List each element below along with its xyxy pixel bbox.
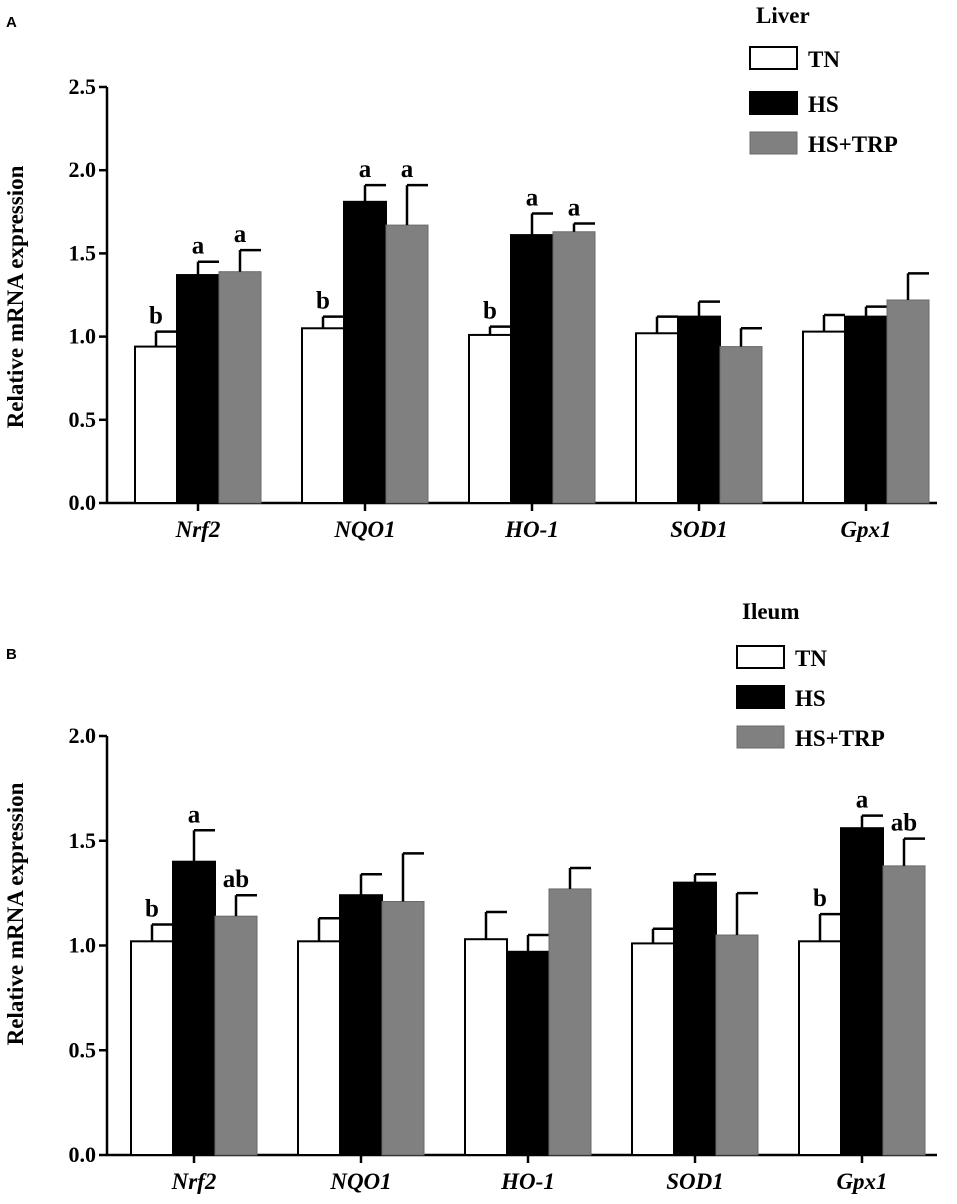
panel-b-label: B: [6, 646, 17, 663]
significance-label: b: [149, 303, 163, 330]
bar-hstrp-ho-1: [552, 231, 596, 504]
significance-label: b: [813, 885, 827, 912]
bar-hstrp-nrf2: [214, 915, 258, 1156]
bar-hs-nrf2: [172, 860, 216, 1156]
legend-a-label-tn: TN: [808, 47, 840, 72]
panel-b-legend-title: Ileum: [742, 599, 800, 624]
legend-b-swatch-hs: [736, 685, 785, 709]
significance-label: a: [856, 787, 869, 814]
significance-label: a: [401, 156, 414, 183]
legend-a-label-hstrp: HS+TRP: [808, 132, 898, 157]
bar-hs-ho-1: [510, 234, 554, 504]
panel-b-y-axis-title: Relative mRNA expression: [3, 782, 28, 1045]
significance-label: a: [359, 156, 372, 183]
legend-b-label-hs: HS: [795, 686, 826, 711]
legend-a-label-hs: HS: [808, 92, 839, 117]
x-category-label: NQO1: [329, 1169, 391, 1194]
y-tick-label: 1.0: [69, 933, 97, 958]
legend-a-swatch-hs: [749, 91, 798, 115]
bar-hstrp-nrf2: [218, 271, 262, 504]
y-tick-label: 0.5: [69, 1037, 97, 1062]
legend-a-swatch-hstrp: [749, 131, 798, 155]
legend-b-swatch-hstrp: [736, 725, 785, 749]
bar-tn-nqo1: [301, 327, 345, 504]
panel-a-legend: TN HS HS+TRP: [749, 46, 898, 157]
y-tick-label: 0.0: [69, 490, 97, 515]
y-tick-label: 1.5: [69, 828, 97, 853]
bar-hs-gpx1: [840, 827, 884, 1156]
panel-a-plot: 0.0 0.5 1.0 1.5 2.0 2.5 Nrf2 b a a NQO1 b a a HO-1 b a a S…: [69, 74, 937, 542]
y-tick-label: 1.5: [69, 240, 97, 265]
y-tick-label: 2.5: [69, 74, 97, 99]
bar-hs-sod1: [677, 315, 721, 504]
significance-label: a: [234, 221, 247, 248]
significance-label: b: [483, 298, 497, 325]
legend-b-label-hstrp: HS+TRP: [795, 726, 885, 751]
x-category-label: SOD1: [666, 1169, 724, 1194]
bar-hs-ho-1: [506, 950, 550, 1156]
legend-b-swatch-tn: [736, 645, 785, 669]
bar-hstrp-ho-1: [548, 888, 592, 1156]
y-tick-label: 1.0: [69, 324, 97, 349]
bar-tn-gpx1: [798, 940, 842, 1156]
x-category-label: Nrf2: [175, 517, 221, 542]
bar-tn-ho-1: [464, 938, 508, 1157]
panel-a-label: A: [6, 14, 17, 31]
bar-hstrp-nqo1: [385, 224, 429, 504]
bar-hstrp-gpx1: [886, 299, 930, 504]
bar-hs-gpx1: [844, 315, 888, 504]
bar-tn-gpx1: [802, 330, 846, 504]
significance-label: ab: [891, 810, 917, 837]
significance-label: b: [316, 288, 330, 315]
bar-hs-nrf2: [176, 274, 220, 505]
bar-hstrp-sod1: [719, 346, 763, 504]
bar-hstrp-gpx1: [882, 865, 926, 1156]
legend-a-swatch-tn: [749, 46, 798, 70]
significance-label: a: [526, 184, 539, 211]
x-category-label: Nrf2: [171, 1169, 217, 1194]
y-tick-label: 2.0: [69, 723, 97, 748]
bar-tn-ho-1: [468, 333, 512, 504]
significance-label: b: [145, 896, 159, 923]
x-category-label: HO-1: [500, 1169, 555, 1194]
bar-hs-nqo1: [339, 894, 383, 1156]
significance-label: a: [568, 194, 581, 221]
bar-hs-sod1: [673, 881, 717, 1157]
y-tick-label: 0.0: [69, 1142, 97, 1167]
x-category-label: Gpx1: [840, 517, 891, 542]
bar-hstrp-nqo1: [381, 901, 425, 1156]
legend-b-label-tn: TN: [795, 646, 827, 671]
x-category-label: NQO1: [333, 517, 395, 542]
panel-a-legend-title: Liver: [756, 3, 810, 28]
x-category-label: SOD1: [670, 517, 728, 542]
bar-hstrp-sod1: [715, 934, 759, 1156]
x-category-label: HO-1: [504, 517, 559, 542]
bar-tn-nqo1: [297, 940, 341, 1156]
panel-a-y-axis-title: Relative mRNA expression: [3, 165, 28, 428]
bar-tn-nrf2: [130, 940, 174, 1156]
y-tick-label: 2.0: [69, 157, 97, 182]
significance-label: a: [192, 233, 205, 260]
y-tick-label: 0.5: [69, 407, 97, 432]
x-category-label: Gpx1: [836, 1169, 887, 1194]
bar-tn-nrf2: [134, 345, 178, 505]
bar-tn-sod1: [635, 332, 679, 504]
significance-label: ab: [223, 866, 249, 893]
bar-tn-sod1: [631, 942, 675, 1157]
panel-b-legend: TN HS HS+TRP: [736, 645, 885, 751]
significance-label: a: [188, 801, 201, 828]
bar-hs-nqo1: [343, 200, 387, 504]
